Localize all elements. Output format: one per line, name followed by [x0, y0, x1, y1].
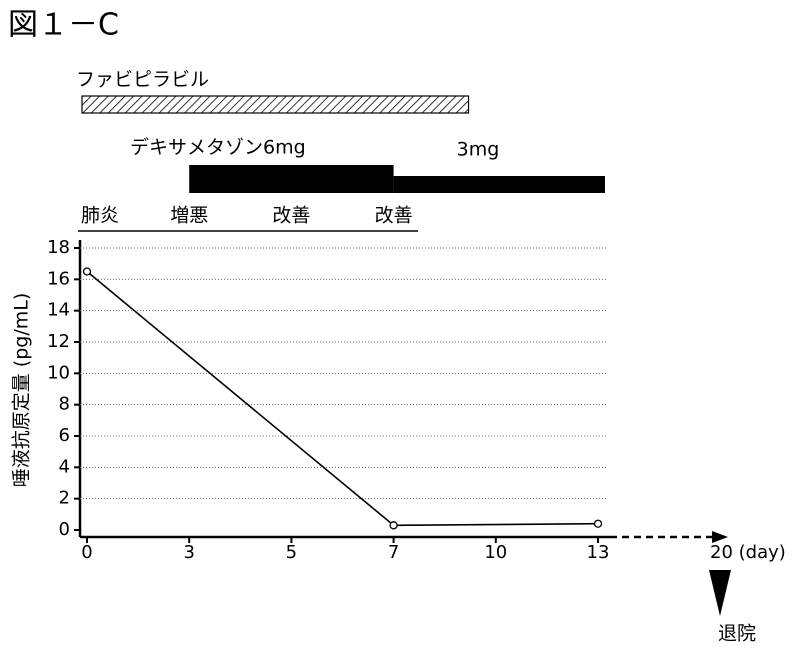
- x-tick-label: 7: [388, 542, 399, 563]
- treatment-bar: [189, 165, 394, 193]
- y-tick-label: 4: [59, 456, 70, 477]
- discharge-arrow: [709, 570, 731, 616]
- course-label: 増悪: [170, 205, 208, 227]
- data-point: [389, 521, 398, 530]
- x-tick-label: 0: [81, 542, 92, 563]
- discharge-label: 退院: [718, 623, 756, 645]
- x-tick-label: 20 (day): [710, 542, 786, 563]
- y-axis-label: 唾液抗原定量 (pg/mL): [11, 293, 33, 487]
- x-tick-label: 3: [183, 542, 194, 563]
- y-tick-label: 6: [59, 425, 70, 446]
- y-tick-label: 16: [47, 268, 70, 289]
- chart-title: 図１－C: [8, 8, 119, 43]
- y-tick-label: 10: [47, 362, 70, 383]
- course-label: 肺炎: [81, 205, 119, 227]
- y-tick-label: 14: [47, 300, 70, 321]
- x-tick-label: 5: [286, 542, 297, 563]
- x-tick-label: 10: [484, 542, 507, 563]
- treatment-label: 3mg: [457, 139, 500, 161]
- data-point: [593, 519, 603, 528]
- treatment-label: ファビピラビル: [76, 69, 209, 91]
- data-point: [82, 267, 92, 276]
- course-label: 改善: [375, 205, 413, 227]
- y-tick-label: 18: [47, 237, 70, 258]
- y-tick-label: 8: [59, 394, 70, 415]
- x-axis-arrow: [712, 531, 728, 543]
- treatment-bar: [81, 95, 470, 114]
- y-tick-label: 12: [47, 331, 70, 352]
- data-line: [86, 270, 599, 527]
- x-tick-label: 13: [587, 542, 610, 563]
- y-tick-label: 2: [59, 488, 70, 509]
- y-tick-label: 0: [59, 519, 70, 540]
- treatment-bar: [393, 176, 605, 193]
- treatment-label: デキサメタゾン6mg: [130, 137, 306, 159]
- course-label: 改善: [272, 205, 310, 227]
